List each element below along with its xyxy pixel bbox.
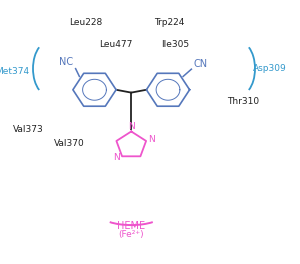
Text: Ile305: Ile305 <box>161 40 190 49</box>
Text: (Fe²⁺): (Fe²⁺) <box>118 230 144 239</box>
Text: N: N <box>128 122 135 131</box>
Text: HEME: HEME <box>117 221 145 231</box>
Text: Leu477: Leu477 <box>99 40 132 49</box>
Text: N: N <box>148 135 155 144</box>
Text: Val370: Val370 <box>54 139 84 148</box>
Text: Thr310: Thr310 <box>227 97 259 106</box>
Text: N: N <box>113 153 120 162</box>
Text: Met374: Met374 <box>0 67 29 76</box>
Text: Leu228: Leu228 <box>69 18 102 27</box>
Text: NC: NC <box>59 57 73 67</box>
Text: Val373: Val373 <box>13 125 44 134</box>
Text: Asp309: Asp309 <box>253 64 287 73</box>
Text: Trp224: Trp224 <box>154 18 185 27</box>
Text: CN: CN <box>193 59 208 69</box>
